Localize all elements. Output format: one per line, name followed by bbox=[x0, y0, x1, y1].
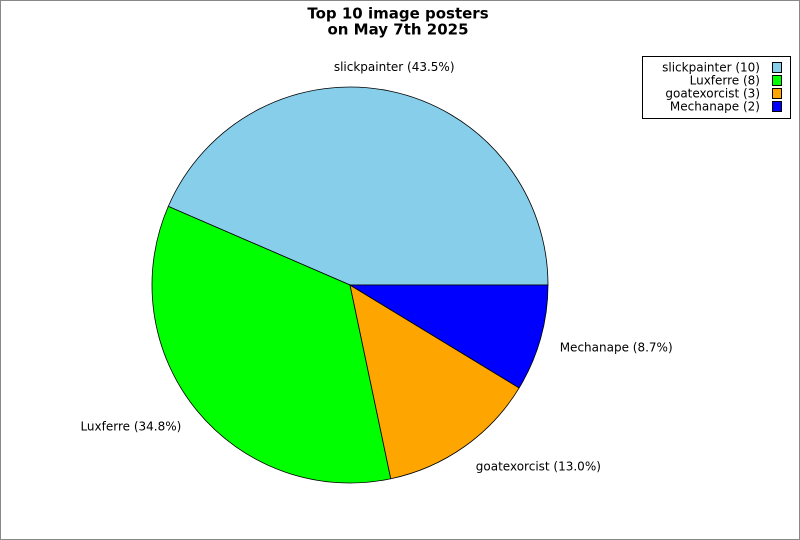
chart-title: on May 7th 2025 bbox=[327, 21, 468, 39]
legend-swatch bbox=[772, 62, 782, 73]
legend-box bbox=[642, 56, 791, 119]
slice-label: slickpainter (43.5%) bbox=[334, 60, 455, 74]
pie-slice bbox=[167, 86, 549, 286]
legend-swatch bbox=[772, 88, 782, 99]
pie-slice bbox=[151, 205, 392, 484]
legend-swatch bbox=[772, 101, 782, 112]
legend-label: goatexorcist (3) bbox=[665, 87, 760, 101]
legend-label: Luxferre (8) bbox=[690, 74, 760, 88]
slice-label: Luxferre (34.8%) bbox=[80, 419, 181, 433]
legend-label: slickpainter (10) bbox=[662, 61, 760, 75]
slice-label: goatexorcist (13.0%) bbox=[476, 459, 601, 473]
legend-label: Mechanape (2) bbox=[670, 100, 760, 114]
legend-swatch bbox=[772, 75, 782, 86]
pie-slice bbox=[349, 284, 520, 480]
chart-title: Top 10 image posters bbox=[307, 5, 488, 23]
slice-label: Mechanape (8.7%) bbox=[560, 340, 673, 354]
pie-slice bbox=[348, 284, 549, 389]
